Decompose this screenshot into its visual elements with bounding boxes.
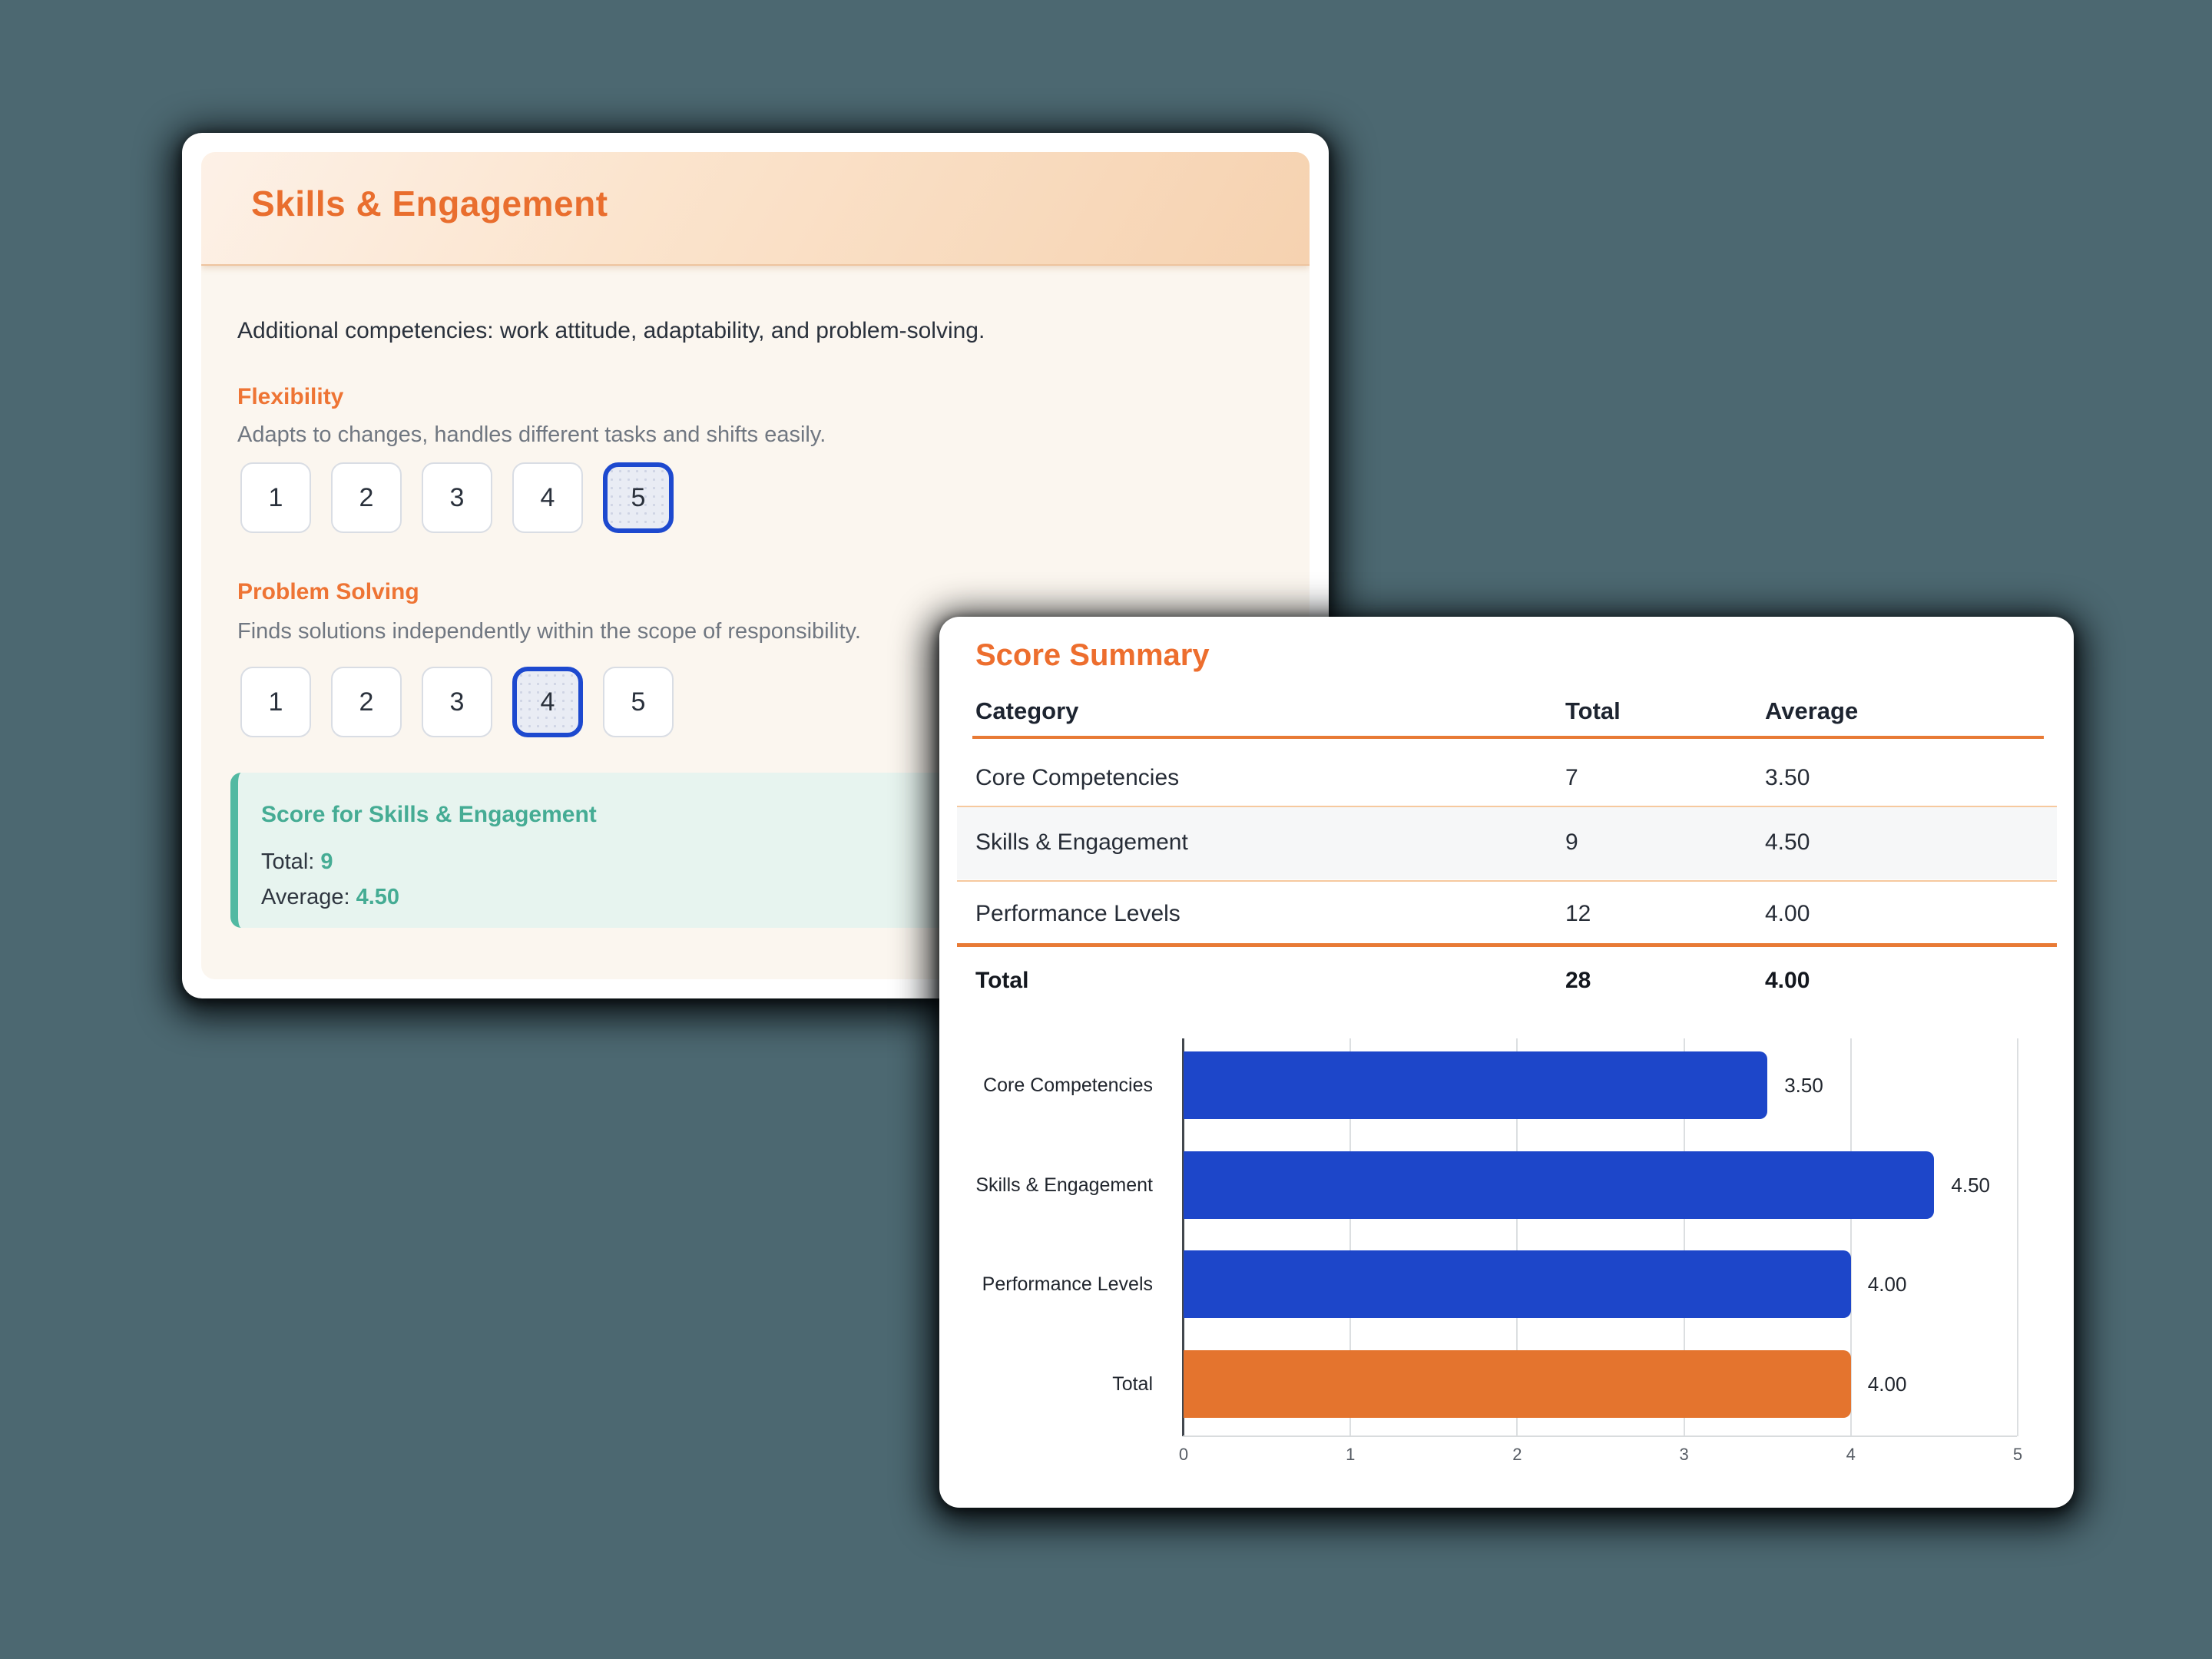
- score-summary-title: Score Summary: [975, 638, 1210, 672]
- chart-x-tick-label: 4: [1846, 1445, 1856, 1464]
- table-row-divider: [957, 806, 2057, 807]
- flexibility-rating-1[interactable]: 1: [240, 462, 311, 533]
- score-total-value: 9: [320, 849, 333, 874]
- problem-solving-rating-2[interactable]: 2: [331, 667, 402, 737]
- skills-intro-text: Additional competencies: work attitude, …: [237, 318, 985, 343]
- chart-category-label: Performance Levels: [982, 1273, 1153, 1295]
- score-bar-chart: Core Competencies 3.50 Skills & Engagement…: [939, 617, 2074, 1508]
- chart-bar-value: 4.00: [1867, 1372, 1907, 1396]
- chart-y-axis: [1182, 1038, 1184, 1436]
- chart-x-tick-label: 3: [1679, 1445, 1689, 1464]
- chart-bar: [1184, 1051, 1768, 1119]
- chart-category-label: Skills & Engagement: [975, 1174, 1153, 1196]
- question-problem-solving-description: Finds solutions independently within the…: [237, 619, 861, 644]
- problem-solving-rating-1[interactable]: 1: [240, 667, 311, 737]
- chart-bar-value: 3.50: [1784, 1074, 1823, 1097]
- table-total-average: 4.00: [1765, 968, 1810, 993]
- chart-bar: [1184, 1250, 1851, 1318]
- score-total-label: Total:: [261, 849, 315, 874]
- skills-card-inner: Skills & Engagement Additional competenc…: [201, 152, 1310, 979]
- chart-x-tick-label: 2: [1512, 1445, 1522, 1464]
- chart-category-label: Total: [1112, 1373, 1153, 1395]
- flexibility-rating-3[interactable]: 3: [422, 462, 492, 533]
- score-summary-card: Score Summary Category Total Average Cor…: [939, 617, 2074, 1508]
- problem-solving-rating-group: 1 2 3 4 5: [240, 667, 674, 737]
- chart-bar-value: 4.00: [1867, 1273, 1907, 1296]
- problem-solving-rating-5[interactable]: 5: [603, 667, 674, 737]
- score-average-label: Average:: [261, 885, 350, 909]
- skills-card-header: Skills & Engagement: [201, 152, 1310, 266]
- chart-bar-value: 4.50: [1951, 1173, 1990, 1197]
- problem-solving-rating-4[interactable]: 4: [512, 667, 583, 737]
- chart-gridline: [1516, 1038, 1518, 1436]
- table-total-value: 28: [1565, 968, 1591, 993]
- table-total-rule: [957, 943, 2057, 947]
- table-row-average: 4.50: [1765, 830, 1810, 855]
- table-row-total: 7: [1565, 765, 1578, 790]
- table-row-highlight: [957, 807, 2057, 879]
- flexibility-rating-2[interactable]: 2: [331, 462, 402, 533]
- table-header-rule: [972, 736, 2044, 739]
- problem-solving-rating-3[interactable]: 3: [422, 667, 492, 737]
- chart-gridline: [1849, 1038, 1852, 1436]
- score-box-total-line: Total: 9: [261, 849, 333, 875]
- table-row-total: 12: [1565, 901, 1591, 926]
- question-problem-solving-label: Problem Solving: [237, 579, 419, 604]
- chart-category-label: Core Competencies: [983, 1075, 1153, 1096]
- table-row-category: Skills & Engagement: [975, 830, 1188, 855]
- chart-x-tick-label: 5: [2012, 1445, 2023, 1464]
- score-average-value: 4.50: [356, 885, 400, 909]
- chart-bar: [1184, 1349, 1851, 1418]
- table-total-category: Total: [975, 968, 1029, 993]
- column-header-total: Total: [1565, 697, 1621, 724]
- question-flexibility-description: Adapts to changes, handles different tas…: [237, 422, 826, 447]
- chart-x-tick-label: 1: [1346, 1445, 1356, 1464]
- flexibility-rating-4[interactable]: 4: [512, 462, 583, 533]
- chart-gridline: [1349, 1038, 1352, 1436]
- table-row-average: 3.50: [1765, 765, 1810, 790]
- skills-engagement-card: Skills & Engagement Additional competenc…: [182, 133, 1329, 998]
- table-row-divider: [957, 880, 2057, 882]
- score-box-title: Score for Skills & Engagement: [261, 802, 597, 827]
- chart-gridline: [1683, 1038, 1685, 1436]
- flexibility-rating-group: 1 2 3 4 5: [240, 462, 674, 533]
- table-row-average: 4.00: [1765, 901, 1810, 926]
- chart-x-axis: [1183, 1435, 2017, 1437]
- skills-card-title: Skills & Engagement: [251, 184, 608, 224]
- score-box-average-line: Average: 4.50: [261, 885, 399, 910]
- table-row-total: 9: [1565, 830, 1578, 855]
- table-row-category: Performance Levels: [975, 901, 1181, 926]
- chart-bar: [1184, 1151, 1935, 1219]
- flexibility-rating-5[interactable]: 5: [603, 462, 674, 533]
- table-row-category: Core Competencies: [975, 765, 1180, 790]
- question-flexibility-label: Flexibility: [237, 384, 344, 409]
- column-header-category: Category: [975, 697, 1079, 724]
- chart-x-tick-label: 0: [1178, 1445, 1189, 1464]
- column-header-average: Average: [1765, 697, 1859, 724]
- chart-gridline: [2017, 1038, 2018, 1436]
